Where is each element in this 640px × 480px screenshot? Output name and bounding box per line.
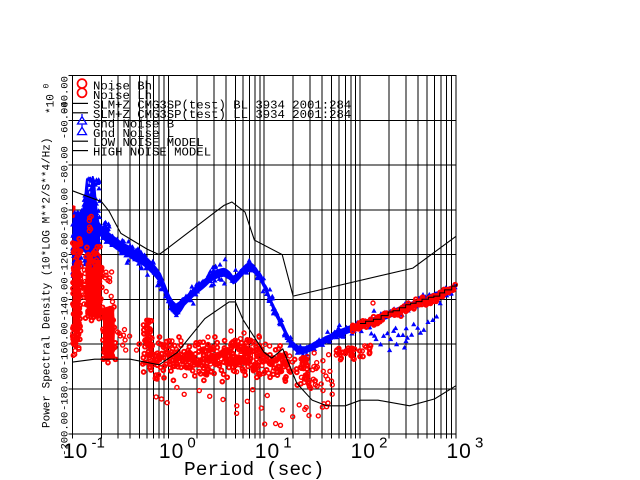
svg-text:10: 10 — [159, 440, 184, 463]
svg-text:Power Spectral Density (10*LOG: Power Spectral Density (10*LOG M**2/S**4… — [42, 138, 54, 428]
svg-text:1: 1 — [283, 435, 291, 452]
svg-text:0: 0 — [187, 435, 195, 452]
svg-text:SLM+Z CMG3SP(test) LL 3934 200: SLM+Z CMG3SP(test) LL 3934 2001:284 — [93, 108, 351, 122]
svg-text:0: 0 — [43, 84, 52, 89]
svg-text:-160.00: -160.00 — [60, 322, 72, 366]
svg-text:Gnd Noise L: Gnd Noise L — [93, 127, 174, 141]
svg-text:-80.00: -80.00 — [60, 146, 72, 184]
svg-text:-140.00: -140.00 — [60, 277, 72, 321]
svg-text:Period (sec): Period (sec) — [184, 459, 324, 480]
svg-text:3: 3 — [475, 435, 483, 452]
svg-text:-200.00: -200.00 — [60, 412, 72, 456]
svg-text:10: 10 — [447, 440, 472, 463]
svg-text:Noise Lh: Noise Lh — [93, 89, 152, 103]
svg-text:-1: -1 — [92, 435, 105, 452]
svg-text:LOW NOISE MODEL: LOW NOISE MODEL — [93, 136, 204, 150]
svg-text:10: 10 — [63, 440, 88, 463]
svg-text:10: 10 — [351, 440, 376, 463]
svg-text:HIGH NOISE MODEL: HIGH NOISE MODEL — [93, 146, 211, 160]
svg-text:-40.00: -40.00 — [60, 76, 72, 114]
svg-text:10: 10 — [255, 440, 280, 463]
svg-text:-120.00: -120.00 — [60, 233, 72, 277]
svg-text:Gnd Noise B: Gnd Noise B — [93, 117, 174, 131]
svg-text:-60.00: -60.00 — [60, 101, 72, 139]
svg-text:SLM+Z CMG3SP(test) BL 3934 200: SLM+Z CMG3SP(test) BL 3934 2001:284 — [93, 98, 351, 112]
svg-text:-100.00: -100.00 — [60, 188, 72, 232]
svg-text:-180.00: -180.00 — [60, 367, 72, 411]
svg-text:2: 2 — [379, 435, 387, 452]
svg-text:Noise Bh: Noise Bh — [93, 80, 152, 94]
svg-text:*10: *10 — [46, 94, 58, 114]
